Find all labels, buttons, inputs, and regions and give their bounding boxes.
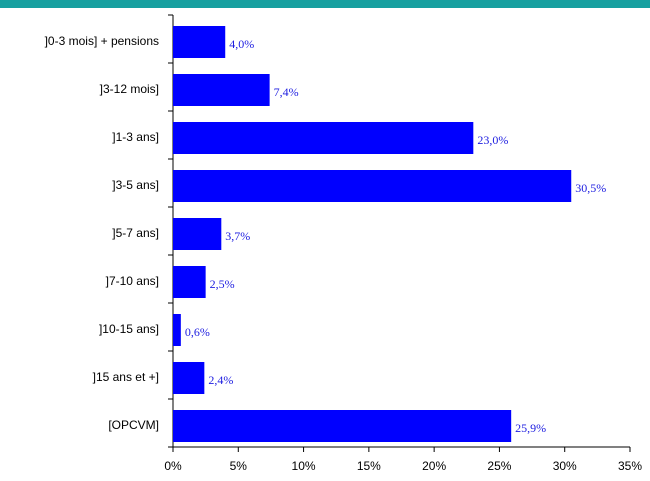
value-label: 25,9% [515, 421, 546, 435]
x-tick-label: 10% [292, 459, 316, 473]
header-band [0, 0, 650, 8]
y-tick-label: ]3-5 ans] [112, 178, 159, 192]
value-label: 0,6% [185, 325, 210, 339]
y-tick-label: ]1-3 ans] [112, 130, 159, 144]
bar [173, 266, 206, 298]
y-tick-label: ]15 ans et +] [93, 370, 159, 384]
bar [173, 122, 474, 154]
bar [173, 362, 205, 394]
x-tick-label: 15% [357, 459, 381, 473]
value-label: 30,5% [575, 181, 606, 195]
value-label: 3,7% [225, 229, 250, 243]
y-tick-label: ]7-10 ans] [106, 274, 159, 288]
bar [173, 314, 181, 346]
bar [173, 410, 512, 442]
x-tick-label: 0% [164, 459, 182, 473]
x-tick-label: 5% [230, 459, 248, 473]
y-tick-label: ]10-15 ans] [99, 322, 159, 336]
y-tick-label: [OPCVM] [108, 418, 159, 432]
bar [173, 26, 226, 58]
value-label: 4,0% [229, 37, 254, 51]
x-tick-label: 20% [422, 459, 446, 473]
value-label: 2,4% [208, 373, 233, 387]
value-label: 2,5% [210, 277, 235, 291]
bar [173, 74, 270, 106]
bar [173, 218, 222, 250]
y-tick-label: ]5-7 ans] [112, 226, 159, 240]
x-tick-label: 30% [553, 459, 577, 473]
value-label: 7,4% [274, 85, 299, 99]
x-tick-label: 35% [618, 459, 642, 473]
value-label: 23,0% [477, 133, 508, 147]
x-tick-label: 25% [487, 459, 511, 473]
y-tick-label: ]0-3 mois] + pensions [45, 34, 159, 48]
y-tick-label: ]3-12 mois] [100, 82, 159, 96]
bar [173, 170, 572, 202]
